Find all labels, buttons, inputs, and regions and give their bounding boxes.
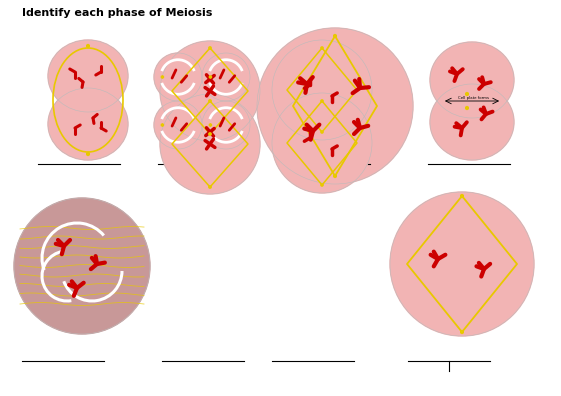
Ellipse shape bbox=[272, 93, 372, 193]
Ellipse shape bbox=[390, 192, 534, 336]
Ellipse shape bbox=[257, 28, 413, 184]
Ellipse shape bbox=[14, 198, 150, 334]
Text: Cell plate forms: Cell plate forms bbox=[458, 95, 490, 99]
Ellipse shape bbox=[160, 94, 260, 194]
Text: Identify each phase of Meiosis: Identify each phase of Meiosis bbox=[22, 8, 213, 18]
Ellipse shape bbox=[154, 53, 202, 101]
Ellipse shape bbox=[154, 101, 202, 149]
Ellipse shape bbox=[160, 41, 260, 141]
Ellipse shape bbox=[202, 53, 250, 101]
Ellipse shape bbox=[48, 88, 128, 160]
Ellipse shape bbox=[430, 42, 514, 118]
Ellipse shape bbox=[430, 84, 514, 160]
Ellipse shape bbox=[48, 40, 128, 112]
Ellipse shape bbox=[272, 40, 372, 140]
Ellipse shape bbox=[202, 101, 250, 149]
